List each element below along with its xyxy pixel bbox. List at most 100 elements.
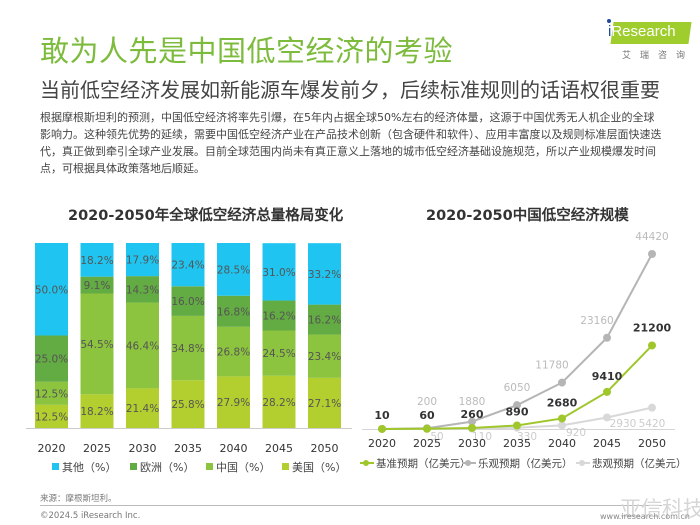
- bar-segment-europe: [171, 286, 205, 316]
- bar-segment-other: [126, 243, 159, 277]
- footer-divider: [40, 505, 662, 506]
- page-subtitle: 当前低空经济发展如新能源车爆发前夕，后续标准规则的话语权很重要: [40, 78, 660, 102]
- x-tick-label: 2030: [458, 437, 486, 450]
- iresearch-logo: iResearch: [604, 19, 692, 44]
- pessimistic-data-label: 920: [566, 427, 586, 439]
- legend-label: 欧洲（%）: [140, 461, 194, 474]
- bar-data-label: 50.0%: [35, 284, 68, 296]
- bar-data-label: 33.2%: [308, 269, 341, 281]
- bar-data-label: 16.0%: [171, 296, 204, 308]
- x-tick-label: 2040: [220, 442, 248, 455]
- bar-segment-china: [80, 293, 114, 395]
- baseline-data-label: 60: [419, 409, 435, 422]
- optimistic-data-label: 44420: [635, 231, 668, 243]
- watermark-url: www.iresearch.com.cn: [600, 512, 690, 521]
- bar-data-label: 25.0%: [35, 354, 68, 366]
- bar-segment-china: [171, 315, 205, 381]
- bar-segment-europe: [308, 304, 341, 335]
- optimistic-data-label: 23160: [580, 315, 613, 327]
- legend-label: 美国（%）: [292, 461, 346, 474]
- bar-data-label: 34.8%: [171, 343, 204, 355]
- legend-label: 乐观预期（亿美元）: [478, 457, 573, 470]
- optimistic-data-label: 200: [417, 396, 437, 408]
- bar-segment-other: [217, 243, 250, 296]
- data-point-baseline: [423, 424, 431, 433]
- x-tick-label: 2050: [311, 442, 339, 455]
- baseline-data-label: 10: [374, 409, 390, 422]
- legend-label: 其他（%）: [62, 461, 116, 474]
- optimistic-data-label: 11780: [535, 360, 568, 372]
- bar-segment-other: [262, 243, 296, 301]
- bar-segment-china: [308, 334, 341, 378]
- bar-data-label: 14.3%: [126, 284, 159, 296]
- bar-data-label: 12.5%: [35, 388, 68, 400]
- legend-marker-optimistic: [465, 460, 471, 466]
- x-tick-label: 2050: [638, 437, 666, 450]
- bar-data-label: 9.1%: [84, 280, 111, 292]
- bar-data-label: 25.8%: [171, 399, 204, 411]
- bar-segment-usa: [171, 380, 205, 428]
- data-point-pessimistic: [603, 413, 611, 422]
- bar-segment-europe: [217, 295, 250, 327]
- bar-segment-europe: [262, 300, 296, 331]
- bar-data-label: 27.1%: [308, 398, 341, 410]
- legend-marker-pessimistic: [579, 460, 585, 466]
- x-tick-label: 2045: [265, 442, 293, 455]
- x-tick-label: 2045: [593, 437, 621, 450]
- logo-dot-icon: [607, 19, 611, 23]
- bar-segment-usa: [80, 394, 114, 428]
- x-tick-label: 2040: [548, 437, 576, 450]
- page-title: 敢为人先是中国低空经济的考验: [40, 34, 454, 68]
- legend-marker-baseline: [363, 460, 369, 466]
- data-point-baseline: [603, 387, 611, 396]
- pessimistic-data-label: 50: [430, 431, 443, 443]
- x-tick-label: 2025: [83, 442, 111, 455]
- bar-segment-europe: [35, 335, 68, 382]
- legend-label: 悲观预期（亿美元）: [592, 457, 687, 470]
- bar-chart-title: 2020-2050年全球低空经济总量格局变化: [68, 208, 344, 224]
- bar-segment-china: [35, 381, 68, 405]
- data-point-baseline: [378, 424, 386, 433]
- data-point-optimistic: [648, 250, 656, 258]
- bar-segment-china: [262, 330, 296, 376]
- legend-label: 基准预期（亿美元）: [376, 457, 471, 470]
- bar-data-label: 18.2%: [80, 255, 113, 267]
- data-point-optimistic: [468, 417, 476, 426]
- data-point-baseline: [513, 421, 521, 430]
- bar-data-label: 26.8%: [217, 347, 250, 359]
- bar-data-label: 21.4%: [126, 403, 159, 415]
- bar-segment-usa: [35, 404, 68, 428]
- source-note: 来源：摩根斯坦利。: [40, 494, 117, 504]
- bar-data-label: 18.2%: [80, 406, 113, 418]
- bar-segment-other: [308, 243, 341, 305]
- bar-data-label: 27.9%: [217, 397, 250, 409]
- bar-segment-usa: [308, 377, 341, 428]
- baseline-data-label: 21200: [633, 321, 672, 334]
- bar-segment-china: [126, 302, 159, 389]
- x-tick-label: 2025: [413, 437, 441, 450]
- data-point-pessimistic: [558, 421, 566, 430]
- pessimistic-data-label: 110: [472, 431, 492, 443]
- data-point-optimistic: [558, 378, 566, 387]
- bar-segment-usa: [262, 375, 296, 428]
- bar-data-label: 54.5%: [80, 339, 113, 351]
- bar-data-label: 12.5%: [35, 411, 68, 423]
- logo-subtext: 艾瑞咨询: [622, 51, 695, 61]
- bar-segment-usa: [126, 388, 159, 428]
- data-point-baseline: [468, 423, 476, 432]
- x-tick-label: 2035: [503, 437, 531, 450]
- logo-text: Research: [611, 23, 676, 40]
- baseline-data-label: 260: [461, 408, 484, 421]
- bar-data-label: 16.2%: [262, 311, 295, 323]
- data-point-baseline: [558, 414, 566, 423]
- data-point-pessimistic: [648, 403, 656, 412]
- baseline-data-label: 2680: [547, 396, 578, 409]
- bar-data-label: 31.0%: [262, 267, 295, 279]
- bar-segment-other: [80, 243, 114, 277]
- baseline-data-label: 9410: [592, 370, 623, 383]
- x-tick-label: 2020: [368, 437, 396, 450]
- bar-data-label: 28.5%: [217, 264, 250, 276]
- pessimistic-data-label: 5420: [639, 418, 666, 430]
